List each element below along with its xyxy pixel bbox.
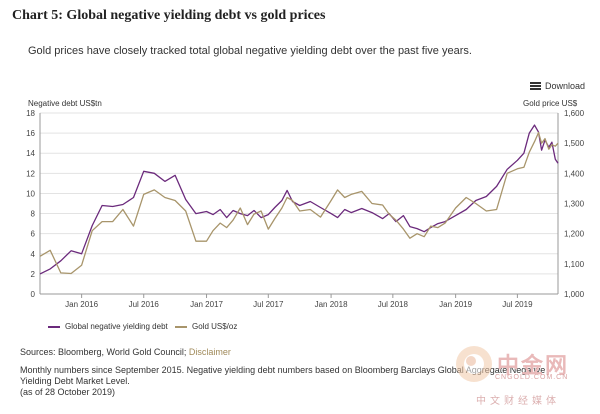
sources-prefix: Sources: Bloomberg, World Gold Council; <box>20 347 189 357</box>
y-right-tick-label: 1,400 <box>564 169 585 178</box>
y-right-tick-label: 1,300 <box>564 200 585 209</box>
chart-canvas: 0 2 4 6 8 10 12 14 16 18 1,000 1,100 1,200 1,300 1,400… <box>26 109 584 309</box>
y-right-tick-label: 1,000 <box>564 290 585 299</box>
legend-label-debt: Global negative yielding debt <box>65 322 168 331</box>
x-tick-label: Jul 2016 <box>129 300 160 309</box>
tick-labels: 0 2 4 6 8 10 12 14 16 18 1,000 1,100 1,200 1,300 1,400… <box>26 109 584 309</box>
legend-swatch-debt <box>48 325 60 328</box>
y-left-tick-label: 10 <box>26 189 35 198</box>
chart-subtitle: Gold prices have closely tracked total g… <box>28 45 472 57</box>
y-left-tick-label: 18 <box>26 109 35 118</box>
y-right-tick-label: 1,200 <box>564 230 585 239</box>
y-left-tick-label: 0 <box>31 290 36 299</box>
y-left-tick-label: 4 <box>31 250 36 259</box>
x-tick-label: Jul 2018 <box>378 300 409 309</box>
download-button[interactable]: Download <box>530 81 585 91</box>
x-tick-label: Jan 2019 <box>439 300 472 309</box>
y-right-tick-label: 1,600 <box>564 109 585 118</box>
watermark-logo-icon <box>456 346 492 382</box>
notes-text: Monthly numbers since September 2015. Ne… <box>20 365 585 398</box>
chart-title: Chart 5: Global negative yielding debt v… <box>12 8 326 23</box>
y-left-tick-label: 16 <box>26 129 35 138</box>
legend-item-gold: Gold US$/oz <box>175 322 237 331</box>
note-line-3: (as of 28 October 2019) <box>20 387 116 397</box>
legend-item-debt: Global negative yielding debt <box>48 322 168 331</box>
y-left-tick-label: 14 <box>26 149 35 158</box>
y-right-tick-label: 1,500 <box>564 139 585 148</box>
x-tick-label: Jul 2017 <box>253 300 284 309</box>
menu-icon <box>530 82 541 90</box>
sources-text: Sources: Bloomberg, World Gold Council; … <box>20 347 231 357</box>
series-line-gold <box>39 131 559 275</box>
y-left-tick-label: 2 <box>31 270 36 279</box>
series-lines <box>39 124 559 275</box>
note-line-1: Monthly numbers since September 2015. Ne… <box>20 365 546 375</box>
watermark-text: 中金网 <box>497 353 570 379</box>
y-left-axis-title: Negative debt US$tn <box>28 99 102 108</box>
x-tick-label: Jul 2019 <box>502 300 533 309</box>
y-left-tick-label: 6 <box>31 230 36 239</box>
watermark-subtext: 中文财经媒体 <box>476 396 560 407</box>
disclaimer-link[interactable]: Disclaimer <box>188 347 231 357</box>
series-line-negative-debt <box>39 124 559 275</box>
y-right-tick-label: 1,100 <box>564 260 585 269</box>
grid-lines <box>39 112 559 298</box>
x-tick-label: Jan 2016 <box>65 300 98 309</box>
y-left-tick-label: 8 <box>31 210 36 219</box>
legend-label-gold: Gold US$/oz <box>192 322 238 331</box>
x-tick-label: Jan 2017 <box>190 300 223 309</box>
watermark-url: CNGOLD.COM.CN <box>495 374 569 381</box>
y-left-tick-label: 12 <box>26 169 35 178</box>
y-right-axis-title: Gold price US$ <box>523 99 578 108</box>
download-label: Download <box>545 81 586 91</box>
legend-swatch-gold <box>175 325 187 328</box>
note-line-2: Yielding Debt Market Level. <box>20 376 130 386</box>
x-tick-label: Jan 2018 <box>315 300 348 309</box>
